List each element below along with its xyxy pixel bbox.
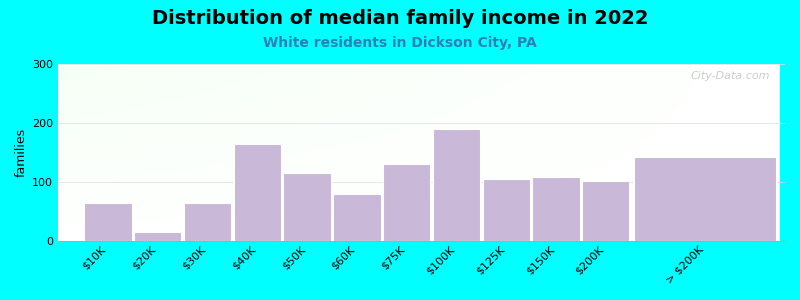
Bar: [582, 181, 630, 241]
Bar: [234, 144, 281, 241]
Text: White residents in Dickson City, PA: White residents in Dickson City, PA: [263, 36, 537, 50]
Bar: [634, 157, 776, 241]
Text: City-Data.com: City-Data.com: [691, 71, 770, 81]
Bar: [134, 232, 182, 241]
Bar: [482, 179, 530, 241]
Bar: [184, 203, 231, 241]
Bar: [532, 177, 580, 241]
Y-axis label: families: families: [15, 128, 28, 177]
Bar: [334, 194, 381, 241]
Bar: [383, 164, 430, 241]
Text: Distribution of median family income in 2022: Distribution of median family income in …: [152, 9, 648, 28]
Bar: [283, 173, 330, 241]
Bar: [433, 129, 480, 241]
Bar: [84, 203, 131, 241]
